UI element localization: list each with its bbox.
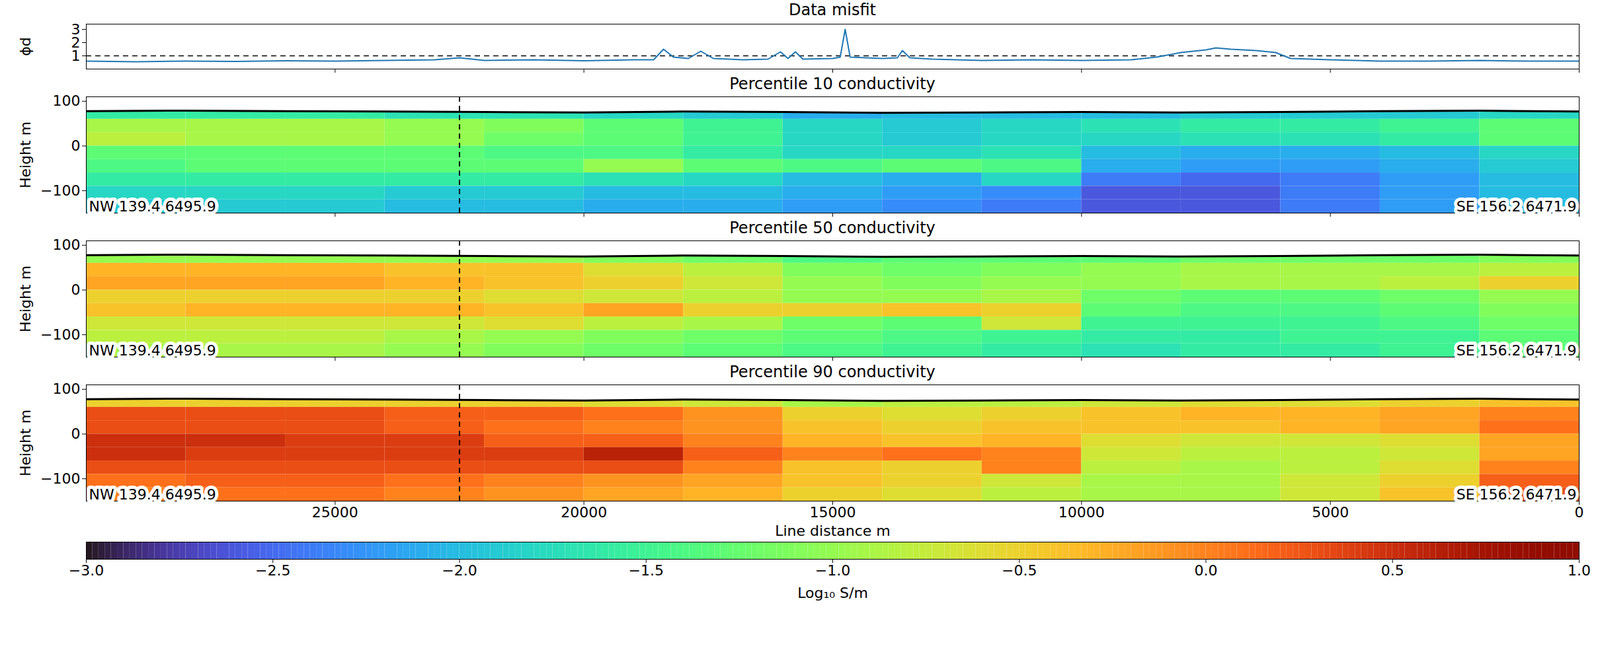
svg-text:−2.0: −2.0 [441, 562, 477, 580]
svg-text:1: 1 [71, 47, 81, 64]
svg-text:Log₁₀ S/m: Log₁₀ S/m [797, 585, 869, 602]
svg-text:15000: 15000 [809, 504, 857, 521]
svg-text:0: 0 [1574, 504, 1585, 521]
svg-text:−3.0: −3.0 [68, 562, 104, 580]
svg-text:5000: 5000 [1311, 504, 1349, 521]
svg-text:1.0: 1.0 [1567, 562, 1591, 580]
svg-text:0.5: 0.5 [1381, 562, 1405, 580]
svg-text:SE 156.2 6471.9: SE 156.2 6471.9 [1456, 198, 1577, 215]
svg-text:0: 0 [71, 425, 81, 443]
html-text:Percentile 10 conductivity: Percentile 10 conductivity [729, 74, 936, 94]
svg-text:25000: 25000 [312, 504, 359, 521]
svg-text:100: 100 [52, 380, 81, 398]
svg-text:Line distance m: Line distance m [774, 522, 891, 540]
svg-text:−100: −100 [40, 470, 80, 488]
svg-text:ϕd: ϕd [17, 37, 34, 56]
html-text:Percentile 50 conductivity: Percentile 50 conductivity [729, 218, 936, 238]
html-text:Data misfit: Data misfit [788, 0, 877, 20]
svg-text:SE 156.2 6471.9: SE 156.2 6471.9 [1456, 486, 1577, 504]
svg-text:Height m: Height m [17, 121, 34, 189]
svg-text:−1.5: −1.5 [628, 562, 664, 580]
svg-text:10000: 10000 [1058, 504, 1105, 521]
svg-text:3: 3 [71, 21, 81, 38]
svg-text:0: 0 [71, 281, 81, 299]
svg-text:100: 100 [52, 236, 81, 254]
svg-text:Height m: Height m [17, 409, 34, 477]
svg-text:NW 139.4 6495.9: NW 139.4 6495.9 [89, 342, 217, 360]
svg-text:−0.5: −0.5 [1001, 562, 1037, 580]
svg-text:SE 156.2 6471.9: SE 156.2 6471.9 [1456, 342, 1577, 360]
svg-text:−2.5: −2.5 [255, 562, 291, 580]
svg-text:−100: −100 [40, 182, 80, 200]
svg-text:0.0: 0.0 [1194, 562, 1218, 580]
svg-text:NW 139.4 6495.9: NW 139.4 6495.9 [89, 486, 217, 504]
svg-text:−1.0: −1.0 [815, 562, 851, 580]
svg-text:Height m: Height m [17, 265, 34, 333]
svg-text:2: 2 [71, 34, 81, 51]
svg-text:100: 100 [52, 92, 81, 110]
svg-text:−100: −100 [40, 326, 80, 344]
svg-text:0: 0 [71, 137, 81, 155]
html-text:Percentile 90 conductivity: Percentile 90 conductivity [729, 362, 936, 382]
svg-text:20000: 20000 [560, 504, 607, 521]
svg-text:NW 139.4 6495.9: NW 139.4 6495.9 [89, 198, 217, 215]
